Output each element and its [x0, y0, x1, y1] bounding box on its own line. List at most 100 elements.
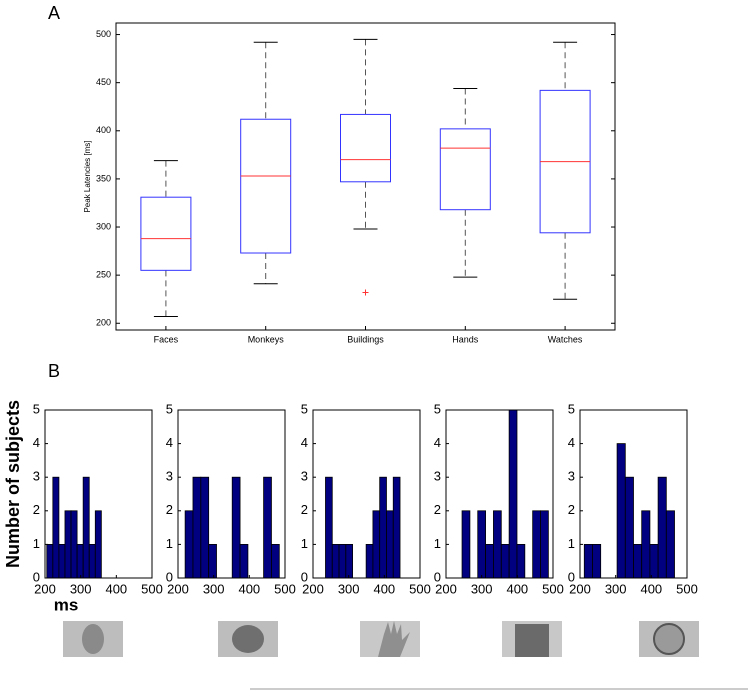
x-tick-label: Monkeys: [248, 334, 285, 344]
outlier: [362, 289, 369, 296]
y-tick-label: 0: [434, 569, 441, 584]
x-tick-label: Watches: [548, 334, 583, 344]
y-tick-label: 500: [96, 29, 111, 39]
y-tick-label: 3: [33, 469, 40, 484]
y-tick-label: 4: [166, 435, 173, 450]
x-tick-label: 300: [338, 581, 360, 596]
y-axis-label: Number of subjects: [3, 400, 23, 568]
histogram-bar: [184, 510, 194, 579]
y-tick-label: 1: [166, 536, 173, 551]
histogram-bar: [493, 510, 502, 579]
y-tick-label: 0: [301, 569, 308, 584]
box: [140, 196, 192, 271]
x-tick-label: 300: [203, 581, 225, 596]
y-tick-label: 1: [568, 536, 575, 551]
y-tick-label: 2: [301, 502, 308, 517]
histogram-bar: [46, 544, 54, 579]
y-tick-label: 350: [96, 173, 111, 183]
x-tick-label: 500: [141, 581, 163, 596]
y-tick-label: 5: [434, 401, 441, 416]
histogram-bar: [231, 476, 241, 579]
box: [439, 128, 491, 211]
histogram-bar: [82, 476, 90, 579]
x-tick-label: 200: [569, 581, 591, 596]
histogram-bar: [592, 544, 602, 579]
y-tick-label: 5: [166, 401, 173, 416]
building-shape: [515, 624, 549, 657]
histogram-bar: [633, 544, 643, 579]
histogram-bar: [461, 510, 471, 579]
histogram-bar: [192, 476, 202, 579]
histogram-bar: [540, 510, 549, 579]
x-tick-label: 300: [605, 581, 627, 596]
x-tick-label: 300: [471, 581, 493, 596]
plot-frame: [177, 409, 286, 579]
histogram-bar: [508, 409, 518, 579]
histogram-bar: [263, 476, 272, 579]
panel-label: B: [48, 361, 60, 381]
y-tick-label: 1: [33, 536, 40, 551]
histogram-bar: [331, 544, 340, 579]
stimulus-images: [63, 621, 699, 657]
y-tick-label: 3: [301, 469, 308, 484]
box: [240, 118, 292, 254]
histogram-bar: [485, 544, 494, 579]
y-tick-label: 450: [96, 77, 111, 87]
x-tick-label: 300: [70, 581, 92, 596]
box: [340, 113, 391, 183]
x-tick-label: 400: [506, 581, 528, 596]
histogram-bar: [516, 544, 526, 579]
y-tick-label: 250: [96, 270, 111, 280]
x-tick-label: 500: [542, 581, 564, 596]
histogram-bar: [208, 544, 217, 579]
histogram-bar: [616, 443, 626, 579]
y-tick-label: 2: [568, 502, 575, 517]
y-tick-label: 3: [434, 469, 441, 484]
histogram-bar: [325, 476, 333, 579]
histogram-bar: [641, 510, 651, 579]
x-tick-label: Buildings: [347, 334, 384, 344]
x-tick-label: 500: [409, 581, 431, 596]
x-tick-label: Faces: [154, 334, 179, 344]
histogram-bar: [58, 544, 66, 579]
x-tick-label: 200: [167, 581, 189, 596]
face-shape: [82, 624, 104, 654]
x-axis-label: ms: [54, 595, 79, 614]
histogram-bar: [624, 476, 634, 579]
histogram-bar: [500, 544, 510, 579]
y-tick-label: 5: [33, 401, 40, 416]
histogram-bar: [392, 476, 401, 579]
plot-frame: [312, 409, 421, 579]
y-tick-label: 4: [33, 435, 40, 450]
histogram-bar: [477, 510, 486, 579]
histogram-bar: [338, 544, 347, 579]
x-tick-label: 400: [373, 581, 395, 596]
histogram-bar: [365, 544, 374, 579]
histogram-bar: [345, 544, 353, 579]
histogram-bar: [657, 476, 667, 579]
histogram-bar: [76, 544, 84, 579]
monkey-shape: [232, 625, 264, 653]
plot-frame: [44, 409, 153, 579]
histogram-bar: [70, 510, 78, 579]
x-tick-label: 400: [640, 581, 662, 596]
histogram-bar: [649, 544, 659, 579]
y-tick-label: 4: [434, 435, 441, 450]
histogram-bar: [665, 510, 675, 579]
plot-frame: [445, 409, 554, 579]
histogram-bar: [88, 544, 96, 579]
histogram-bar: [386, 510, 394, 579]
y-tick-label: 5: [568, 401, 575, 416]
y-tick-label: 3: [568, 469, 575, 484]
histogram-bar: [372, 510, 381, 579]
histogram-bar: [379, 476, 387, 579]
x-tick-label: Hands: [452, 334, 479, 344]
y-tick-label: 200: [96, 318, 111, 328]
y-tick-label: 400: [96, 125, 111, 135]
x-tick-label: 200: [302, 581, 324, 596]
y-tick-label: 0: [33, 569, 40, 584]
panel-label: A: [48, 3, 60, 23]
y-tick-label: 0: [568, 569, 575, 584]
histogram-bar: [94, 510, 102, 579]
